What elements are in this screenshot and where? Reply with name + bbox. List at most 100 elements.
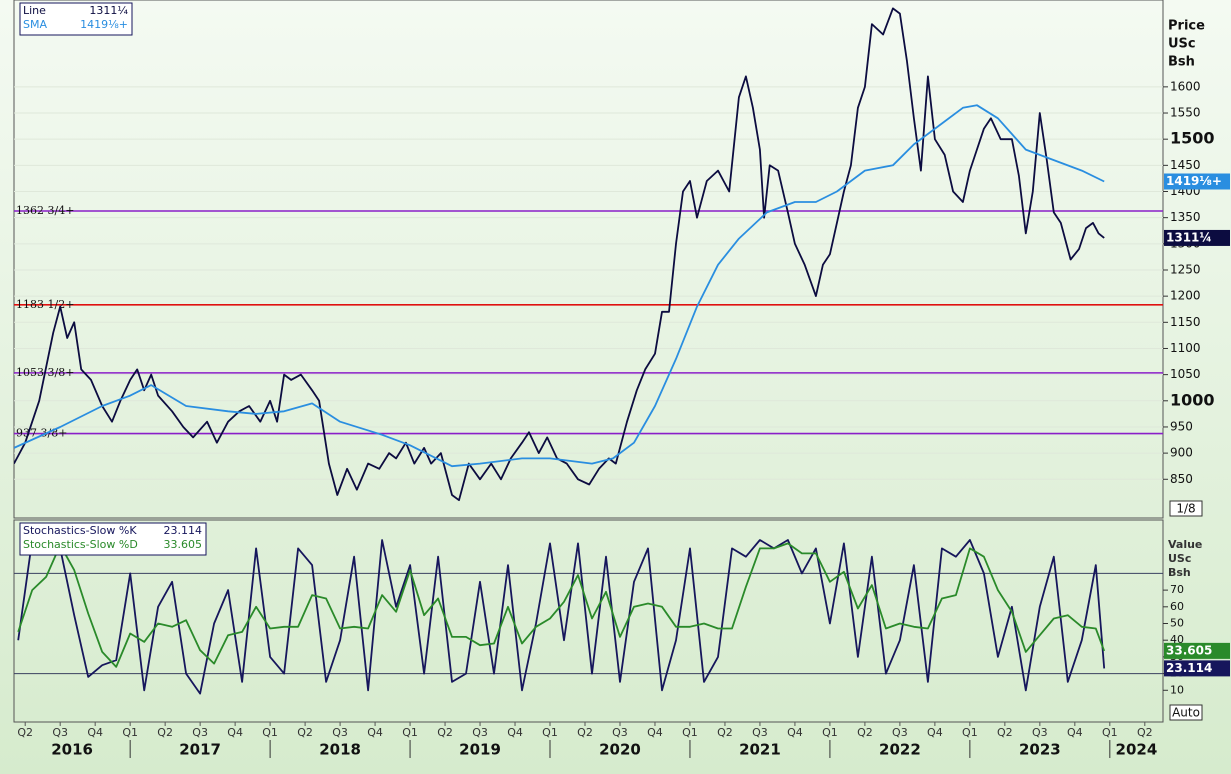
level-label: 1362 3/4+ [16, 204, 74, 217]
last-value-label: 33.605 [1166, 643, 1212, 657]
x-tick-label: Q2 [577, 726, 593, 739]
last-value-label: 1311¼ [1166, 230, 1212, 244]
series-line [17, 539, 1106, 695]
x-tick-label: Q1 [822, 726, 838, 739]
y-axis-title: Price [1168, 19, 1205, 34]
x-tick-label: Q3 [472, 726, 488, 739]
legend-value: 23.114 [164, 524, 203, 537]
scale-label: Auto [1172, 706, 1200, 720]
series-line [14, 104, 1105, 468]
legend-label: Stochastics-Slow %D [23, 538, 138, 551]
x-tick-label: Q1 [402, 726, 418, 739]
x-tick-label: Q2 [717, 726, 733, 739]
x-tick-label: Q1 [262, 726, 278, 739]
series-line [14, 7, 1105, 502]
y-tick-label: 1050 [1170, 367, 1201, 381]
level-label: 1183 1/2+ [16, 298, 74, 311]
x-tick-label: Q3 [892, 726, 908, 739]
scale-box [1169, 500, 1203, 517]
x-tick-label: Q4 [1067, 726, 1083, 739]
year-label: 2019 [459, 741, 501, 759]
last-value-label: 23.114 [1166, 661, 1212, 675]
year-label: 2024 [1116, 741, 1158, 759]
y-axis-title: USc [1168, 37, 1196, 52]
y-axis-title: USc [1168, 552, 1191, 565]
y-axis-title: Value [1168, 538, 1202, 551]
y-tick-label: 1200 [1170, 289, 1201, 303]
y-axis-title: Bsh [1168, 55, 1195, 70]
x-tick-label: Q2 [857, 726, 873, 739]
x-tick-label: Q4 [227, 726, 243, 739]
panel-frame [13, 0, 1164, 519]
y-tick-label: 1100 [1170, 341, 1201, 355]
x-tick-label: Q2 [997, 726, 1013, 739]
x-tick-label: Q1 [682, 726, 698, 739]
year-label: 2016 [51, 741, 93, 759]
x-tick-label: Q2 [17, 726, 33, 739]
y-tick-label: 1500 [1170, 129, 1215, 148]
panel-frame [13, 519, 1164, 723]
x-tick-label: Q4 [927, 726, 943, 739]
x-tick-label: Q3 [752, 726, 768, 739]
y-tick-label: 900 [1170, 446, 1193, 460]
legend-label: Stochastics-Slow %K [23, 524, 137, 537]
y-tick-label: 1600 [1170, 79, 1201, 93]
level-label: 937 3/8+ [16, 427, 67, 440]
x-tick-label: Q1 [122, 726, 138, 739]
y-tick-label: 1000 [1170, 390, 1215, 409]
year-label: 2020 [599, 741, 641, 759]
y-tick-label: 950 [1170, 419, 1193, 433]
x-tick-label: Q3 [52, 726, 68, 739]
last-value-box [1164, 173, 1230, 190]
x-tick-label: Q4 [647, 726, 663, 739]
y-axis-title: Bsh [1168, 566, 1191, 579]
x-tick-label: Q3 [192, 726, 208, 739]
last-value-box [1164, 229, 1230, 246]
y-tick-label: 50 [1170, 617, 1184, 630]
scale-box [1169, 704, 1203, 721]
last-value-box [1164, 642, 1230, 659]
last-value-label: 1419⅛+ [1166, 174, 1222, 188]
x-tick-label: Q1 [962, 726, 978, 739]
scale-label: 1/8 [1176, 502, 1195, 516]
x-tick-label: Q3 [612, 726, 628, 739]
legend: Line 1311¼ SMA 1419⅛+ [19, 2, 133, 36]
year-label: 2021 [739, 741, 781, 759]
legend-value: 1419⅛+ [80, 18, 128, 31]
x-tick-label: Q4 [367, 726, 383, 739]
x-tick-label: Q2 [297, 726, 313, 739]
legend-box [19, 522, 207, 556]
year-label: 2022 [879, 741, 921, 759]
x-tick-label: Q2 [437, 726, 453, 739]
x-tick-label: Q4 [787, 726, 803, 739]
legend-value: 1311¼ [89, 4, 128, 17]
y-tick-label: 70 [1170, 583, 1184, 596]
legend: Stochastics-Slow %K 23.114 Stochastics-Slo… [19, 522, 207, 556]
y-tick-label: 1250 [1170, 262, 1201, 276]
x-tick-label: Q3 [1032, 726, 1048, 739]
x-tick-label: Q2 [1137, 726, 1153, 739]
x-tick-label: Q2 [157, 726, 173, 739]
y-tick-label: 850 [1170, 472, 1193, 486]
legend-box [19, 2, 133, 36]
y-tick-label: 60 [1170, 600, 1184, 613]
x-tick-label: Q1 [1102, 726, 1118, 739]
legend-value: 33.605 [164, 538, 203, 551]
y-tick-label: 1450 [1170, 158, 1201, 172]
legend-label: Line [23, 4, 46, 17]
x-tick-label: Q3 [332, 726, 348, 739]
legend-label: SMA [23, 18, 47, 31]
last-value-box [1164, 660, 1230, 677]
x-tick-label: Q1 [542, 726, 558, 739]
year-label: 2018 [319, 741, 361, 759]
y-tick-label: 1550 [1170, 106, 1201, 120]
x-tick-label: Q4 [507, 726, 523, 739]
year-label: 2017 [179, 741, 221, 759]
x-tick-label: Q4 [87, 726, 103, 739]
year-label: 2023 [1019, 741, 1061, 759]
series-line [17, 542, 1106, 668]
y-tick-label: 1350 [1170, 210, 1201, 224]
